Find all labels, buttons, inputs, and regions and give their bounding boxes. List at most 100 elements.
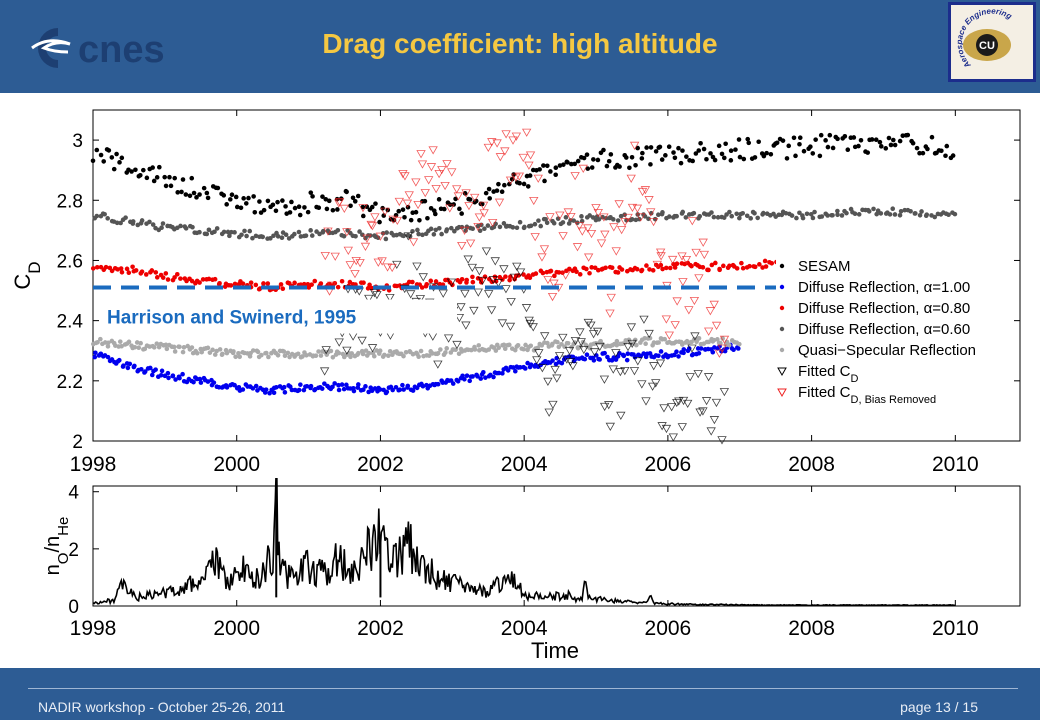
data-point	[377, 219, 382, 225]
data-point	[570, 336, 581, 346]
data-point	[713, 260, 718, 266]
data-point	[482, 274, 488, 280]
data-point	[289, 387, 295, 393]
data-point	[629, 154, 635, 160]
data-point	[786, 143, 792, 149]
data-point	[431, 185, 441, 194]
data-point	[721, 263, 726, 269]
data-point	[543, 377, 553, 386]
data-point	[402, 214, 407, 220]
data-point	[180, 371, 185, 377]
data-point	[685, 373, 695, 382]
data-point	[130, 264, 135, 270]
data-point	[659, 157, 665, 162]
data-point	[263, 387, 269, 392]
data-point	[647, 382, 658, 391]
data-point	[180, 177, 186, 182]
data-point	[365, 286, 371, 291]
data-point	[212, 352, 218, 357]
data-point	[856, 143, 861, 149]
data-point	[351, 388, 357, 394]
data-point	[454, 313, 465, 323]
data-point	[615, 270, 621, 275]
data-point	[579, 214, 584, 219]
data-point	[360, 242, 371, 251]
data-point	[204, 231, 210, 237]
data-point	[500, 371, 505, 376]
data-point	[485, 223, 491, 228]
data-point	[691, 248, 701, 258]
data-point	[460, 373, 465, 379]
data-point	[614, 200, 624, 209]
data-point	[232, 230, 237, 235]
series-0	[90, 132, 956, 225]
data-point	[681, 347, 687, 352]
data-point	[469, 306, 479, 316]
data-point	[470, 279, 476, 285]
data-point	[352, 199, 358, 204]
data-point	[514, 172, 525, 181]
data-point	[483, 143, 493, 153]
data-point	[913, 211, 918, 216]
data-point	[239, 232, 244, 238]
data-point	[296, 204, 302, 210]
data-point	[646, 216, 651, 222]
data-point	[693, 370, 703, 379]
data-point	[175, 190, 181, 195]
data-point	[433, 360, 443, 369]
data-point	[691, 210, 697, 216]
data-point	[494, 198, 505, 207]
data-point	[774, 140, 780, 146]
data-point	[660, 210, 665, 215]
data-point	[722, 348, 728, 354]
data-point	[292, 231, 297, 237]
data-point	[98, 336, 103, 342]
series-3	[92, 206, 958, 242]
data-point	[662, 336, 667, 342]
x-tick-label: 1998	[70, 453, 117, 476]
reference-label-bg	[101, 299, 457, 334]
data-point	[373, 201, 378, 206]
data-point	[550, 358, 555, 363]
data-point	[808, 211, 814, 217]
data-point	[599, 213, 609, 222]
data-point	[109, 268, 115, 274]
x-axis-label: Time	[531, 638, 579, 663]
data-point	[752, 264, 758, 270]
data-point	[428, 226, 434, 232]
data-point	[441, 206, 447, 212]
data-point	[321, 346, 331, 355]
data-point	[281, 384, 287, 390]
data-point	[336, 382, 341, 388]
data-point	[347, 279, 353, 285]
data-point	[835, 208, 840, 214]
data-point	[644, 145, 649, 150]
data-point	[548, 169, 553, 174]
data-point	[641, 397, 651, 406]
data-point	[212, 229, 217, 235]
data-point	[783, 210, 789, 216]
data-point	[483, 375, 488, 380]
data-point	[343, 246, 354, 255]
footer-divider	[28, 688, 1018, 689]
data-point	[374, 348, 379, 353]
data-point	[225, 229, 231, 235]
data-point	[355, 382, 361, 387]
data-point	[727, 209, 732, 215]
data-point	[736, 137, 742, 142]
data-point	[681, 350, 686, 356]
data-point	[244, 233, 249, 239]
data-point	[133, 268, 139, 273]
data-point	[452, 340, 462, 350]
legend-symbol	[779, 305, 785, 311]
data-point	[583, 224, 593, 233]
data-point	[566, 213, 576, 222]
data-point	[756, 139, 761, 145]
data-point	[424, 176, 434, 185]
data-point	[154, 275, 160, 280]
data-point	[595, 342, 605, 352]
data-point	[117, 160, 122, 165]
data-point	[584, 152, 590, 157]
data-point	[250, 348, 256, 353]
data-point	[167, 174, 172, 180]
